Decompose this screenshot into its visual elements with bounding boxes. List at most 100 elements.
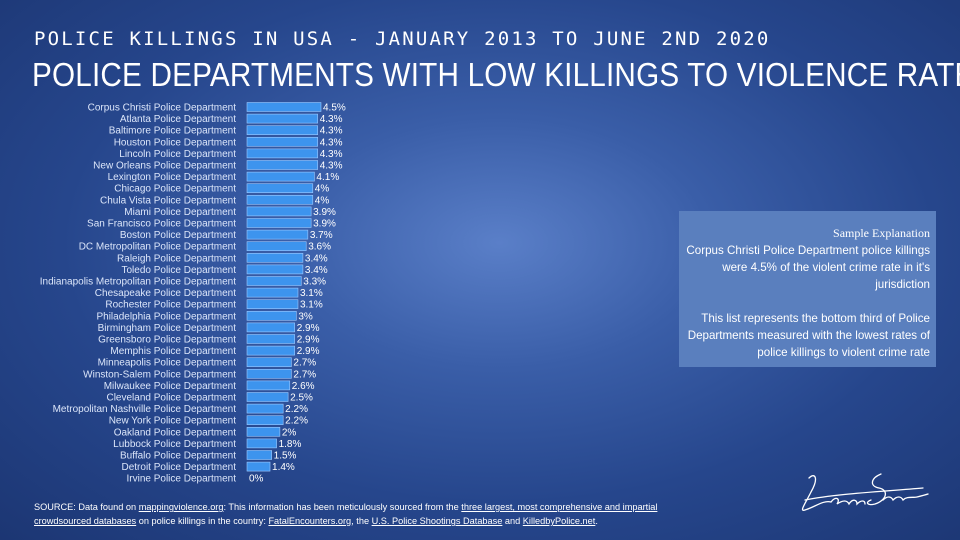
category-label: Rochester Police Department xyxy=(105,300,236,311)
category-label: Chesapeake Police Department xyxy=(95,288,236,299)
category-label: Toledo Police Department xyxy=(121,265,236,276)
value-label: 2.2% xyxy=(285,404,308,415)
category-label: Buffalo Police Department xyxy=(120,451,236,462)
value-label: 3% xyxy=(298,311,313,322)
bar xyxy=(246,264,304,275)
value-label: 4.3% xyxy=(320,126,343,137)
category-label: Milwaukee Police Department xyxy=(104,381,237,392)
value-label: 4.3% xyxy=(320,149,343,160)
source-link-fatalencounters[interactable]: FatalEncounters.org xyxy=(268,516,352,526)
category-label: Baltimore Police Department xyxy=(109,126,236,137)
bar xyxy=(246,403,284,414)
bar-chart: Corpus Christi Police Department 4.5% Atla… xyxy=(40,102,346,485)
bar xyxy=(246,160,319,170)
bar xyxy=(246,450,272,460)
bar xyxy=(246,322,295,333)
bar xyxy=(246,368,292,379)
value-label: 2.9% xyxy=(297,346,320,357)
category-label: New York Police Department xyxy=(109,416,237,427)
value-label: 4.3% xyxy=(320,161,343,172)
value-label: 3.1% xyxy=(300,288,323,299)
category-label: Metropolitan Nashville Police Department xyxy=(53,404,237,415)
category-label: DC Metropolitan Police Department xyxy=(79,242,237,253)
bar xyxy=(246,183,314,193)
source-link-databases[interactable]: three largest, most comprehensive and im… xyxy=(34,502,658,526)
value-label: 2% xyxy=(282,427,297,438)
source-link-mappingviolence[interactable]: mappingviolence.org xyxy=(138,502,224,512)
value-label: 2.6% xyxy=(292,381,315,392)
category-label: Philadelphia Police Department xyxy=(96,311,236,322)
value-label: 1.8% xyxy=(279,439,302,450)
value-label: 4% xyxy=(315,195,330,206)
category-label: Oakland Police Department xyxy=(114,427,237,438)
value-label: 3.6% xyxy=(308,242,331,253)
bar xyxy=(246,334,295,344)
bar xyxy=(246,206,312,217)
source-link-killedbypolice[interactable]: KilledbyPolice.net xyxy=(522,516,596,526)
bar xyxy=(246,461,271,472)
category-label: Corpus Christi Police Department xyxy=(88,103,237,114)
bar xyxy=(246,426,281,437)
category-label: Lincoln Police Department xyxy=(119,149,236,160)
bar xyxy=(246,195,314,205)
category-label: Boston Police Department xyxy=(120,230,236,241)
bar xyxy=(246,415,284,426)
bar xyxy=(246,345,295,356)
value-label: 4.5% xyxy=(323,103,346,114)
value-label: 3.4% xyxy=(305,253,328,264)
category-label: Lexington Police Department xyxy=(108,172,237,183)
value-label: 3.9% xyxy=(313,207,336,218)
category-label: Cleveland Police Department xyxy=(106,393,236,404)
category-label: San Francisco Police Department xyxy=(87,219,236,230)
category-label: Chula Vista Police Department xyxy=(100,195,236,206)
category-label: Winston-Salem Police Department xyxy=(83,369,236,380)
explanation-example: Corpus Christi Police Department police … xyxy=(686,244,930,291)
value-label: 3.1% xyxy=(300,300,323,311)
source-text-3: , the xyxy=(351,516,372,526)
bar xyxy=(246,113,319,124)
bar xyxy=(246,218,312,228)
source-suffix: . xyxy=(595,516,598,526)
value-label: 4.3% xyxy=(320,114,343,125)
bar xyxy=(246,148,319,159)
bar xyxy=(246,438,277,449)
category-label: Lubbock Police Department xyxy=(113,439,236,450)
source-text-4: and xyxy=(502,516,523,526)
bar xyxy=(246,299,299,309)
value-label: 4.3% xyxy=(320,137,343,148)
value-label: 2.5% xyxy=(290,393,313,404)
chart-title: POLICE DEPARTMENTS WITH LOW KILLINGS TO … xyxy=(32,56,960,93)
bar xyxy=(246,125,319,136)
category-label: Raleigh Police Department xyxy=(117,253,236,264)
value-label: 3.4% xyxy=(305,265,328,276)
category-label: Detroit Police Department xyxy=(122,462,237,473)
bar xyxy=(246,311,297,321)
bar xyxy=(246,392,289,402)
explanation-spacer xyxy=(685,293,930,310)
category-label: Birmingham Police Department xyxy=(98,323,237,334)
bar xyxy=(246,136,319,147)
explanation-summary: This list represents the bottom third of… xyxy=(687,312,930,359)
value-label: 1.5% xyxy=(274,451,297,462)
value-label: 2.2% xyxy=(285,416,308,427)
bar xyxy=(246,102,322,112)
source-prefix: SOURCE: Data found on xyxy=(34,502,139,512)
signature-icon xyxy=(801,473,929,511)
category-label: Chicago Police Department xyxy=(114,184,236,195)
category-label: Memphis Police Department xyxy=(110,346,236,357)
category-label: Houston Police Department xyxy=(114,137,237,148)
category-label: Greensboro Police Department xyxy=(98,335,236,346)
value-label: 2.9% xyxy=(297,335,320,346)
source-link-shootings-database[interactable]: U.S. Police Shootings Database xyxy=(371,516,503,526)
value-label: 2.7% xyxy=(293,358,316,369)
category-label: New Orleans Police Department xyxy=(93,161,236,172)
category-label: Minneapolis Police Department xyxy=(98,358,237,369)
bar xyxy=(246,171,315,182)
value-label: 1.4% xyxy=(272,462,295,473)
bar xyxy=(246,287,299,298)
value-label: 0% xyxy=(249,474,264,485)
bar xyxy=(246,276,302,286)
category-label: Atlanta Police Department xyxy=(120,114,236,125)
category-label: Irvine Police Department xyxy=(127,474,237,485)
value-label: 4.1% xyxy=(316,172,339,183)
